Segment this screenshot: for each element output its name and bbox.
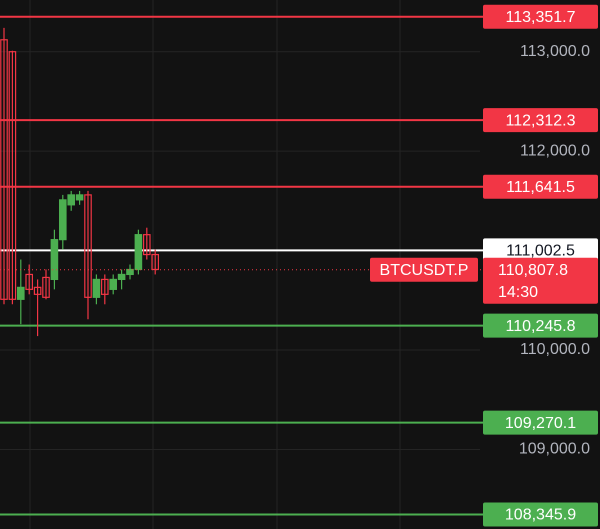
candle-body [117,273,126,281]
last-price-tag [483,257,598,304]
y-tick-label: 109,000.0 [519,441,590,458]
countdown-label: 14:30 [498,284,538,301]
last-price-label: 110,807.8 [498,262,568,279]
candle-body [126,268,134,276]
candle-body [92,278,101,298]
price-level-tag [483,108,598,133]
candle-body [143,234,151,256]
candle-body [109,278,118,290]
price-level-tag [483,502,598,527]
price-level-label: 108,345.9 [505,507,576,524]
candle-body [42,276,50,298]
candle-body [33,286,42,295]
y-tick-label: 110,000.0 [520,341,590,358]
price-level-tag [483,410,598,435]
price-level-label: 113,351.7 [506,9,576,26]
price-level-tag [483,174,598,199]
price-level-tag [483,4,598,29]
candle-body [50,239,59,281]
price-level-label: 111,002.5 [506,243,575,260]
y-tick-label: 112,000.0 [520,142,590,159]
candle-body [75,194,84,201]
price-level-label: 111,641.5 [506,179,575,196]
candle-body [0,39,8,300]
candle-body [8,51,17,300]
price-level-label: 109,270.1 [505,415,576,432]
candle-body [84,194,92,298]
candle-body [17,286,25,300]
price-level-tag [483,238,598,263]
candle-body [25,273,34,290]
symbol-label: BTCUSDT.P [380,262,469,279]
y-tick-label: 113,000.0 [520,43,590,60]
candle-body [151,253,160,271]
candle-body [134,234,143,271]
price-level-tag [483,313,598,338]
candle-body [67,194,76,206]
price-level-label: 112,312.3 [506,112,576,129]
candle-body [100,278,109,295]
symbol-tag [370,257,478,282]
price-level-label: 110,245.8 [506,318,576,335]
candle-body [58,199,67,241]
